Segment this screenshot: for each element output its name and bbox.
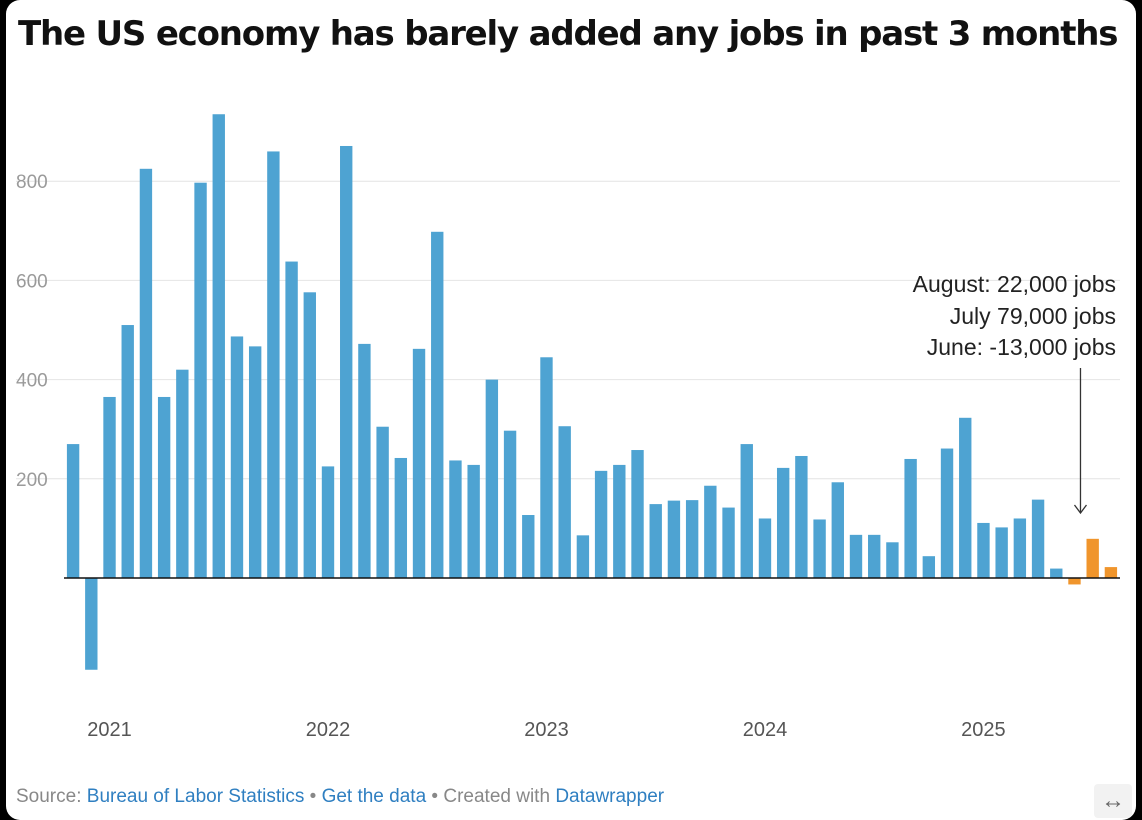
- y-tick-label-600: 600: [16, 271, 48, 292]
- separator: •: [304, 786, 322, 807]
- bar: [267, 151, 280, 578]
- annotation-line-august: August: 22,000 jobs: [913, 271, 1116, 297]
- bar: [576, 535, 590, 578]
- bar: [649, 504, 662, 578]
- bar: [230, 336, 244, 578]
- source-link[interactable]: Bureau of Labor Statistics: [86, 786, 305, 807]
- x-tick-label-2021: 2021: [87, 719, 132, 741]
- bar: [868, 534, 881, 578]
- bar: [904, 458, 917, 578]
- bar: [321, 466, 335, 578]
- bar: [558, 426, 571, 578]
- bar: [212, 114, 225, 579]
- bar: [248, 346, 262, 578]
- bar: [449, 460, 462, 578]
- bar: [303, 292, 316, 578]
- bar: [66, 444, 80, 578]
- bar: [776, 467, 790, 578]
- annotation-line-july: July 79,000 jobs: [950, 303, 1116, 329]
- bar: [157, 396, 171, 578]
- bar: [394, 457, 408, 578]
- y-tick-label-800: 800: [16, 172, 48, 193]
- bars: [66, 114, 1118, 670]
- bar: [813, 519, 826, 578]
- annotation: August: 22,000 jobs July 79,000 jobs Jun…: [913, 271, 1116, 515]
- bar: [358, 343, 371, 578]
- bar: [340, 145, 353, 579]
- x-tick-label-2025: 2025: [961, 719, 1006, 741]
- bar: [740, 444, 753, 578]
- bar: [722, 507, 735, 578]
- x-tick-label-2024: 2024: [743, 719, 788, 741]
- bar: [540, 357, 553, 578]
- datawrapper-link[interactable]: Datawrapper: [555, 786, 665, 807]
- bar: [940, 448, 954, 578]
- x-tick-label-2022: 2022: [306, 719, 351, 741]
- bar: [922, 556, 936, 578]
- bar: [594, 470, 608, 578]
- resize-horizontal-icon[interactable]: ↔: [1094, 784, 1132, 818]
- bar: [667, 500, 681, 578]
- source-label: Source:: [16, 786, 87, 807]
- bar: [85, 578, 98, 670]
- bar: [631, 450, 644, 578]
- bar: [467, 464, 480, 578]
- get-data-link[interactable]: Get the data: [321, 786, 427, 807]
- bar: [121, 325, 134, 578]
- footer: Source: Bureau of Labor Statistics • Get…: [16, 786, 664, 808]
- y-axis-ticks: 200 400 600 800: [16, 172, 48, 491]
- bar: [704, 485, 717, 578]
- bar: [194, 182, 207, 578]
- bar: [503, 430, 517, 578]
- bar: [758, 518, 772, 578]
- created-with-label: Created with: [443, 786, 556, 807]
- bar: [849, 534, 863, 578]
- bar: [412, 348, 426, 578]
- bar: [1013, 518, 1027, 578]
- bar: [522, 515, 535, 578]
- x-tick-label-2023: 2023: [524, 719, 569, 741]
- bar: [831, 482, 844, 578]
- separator: •: [426, 786, 444, 807]
- bar-chart: 200 400 600 800 2021 2022 2023 2024 2025 August…: [16, 114, 1120, 741]
- bar: [1050, 568, 1063, 578]
- bar: [1031, 499, 1045, 578]
- y-tick-label-200: 200: [16, 470, 48, 491]
- bar: [795, 455, 808, 578]
- bar-highlight: [1086, 538, 1099, 578]
- chart-title: The US economy has barely added any jobs…: [18, 14, 1118, 54]
- bar: [485, 379, 499, 578]
- bar: [977, 522, 990, 578]
- bar: [685, 500, 699, 578]
- y-tick-label-400: 400: [16, 371, 48, 392]
- bar: [886, 542, 899, 578]
- bar: [431, 231, 444, 579]
- bar: [103, 396, 116, 578]
- bar-highlight: [1104, 567, 1118, 578]
- bar: [285, 261, 298, 578]
- bar: [139, 168, 153, 579]
- bar: [376, 426, 389, 578]
- bar-highlight: [1068, 578, 1081, 585]
- x-axis-ticks: 2021 2022 2023 2024 2025: [87, 719, 1005, 741]
- bar: [995, 527, 1008, 578]
- bar: [176, 369, 189, 578]
- chart-card: The US economy has barely added any jobs…: [6, 0, 1136, 820]
- annotation-arrowhead: [1073, 504, 1088, 515]
- annotation-line-june: June: -13,000 jobs: [927, 334, 1116, 360]
- bar: [613, 464, 626, 578]
- bar: [959, 417, 972, 578]
